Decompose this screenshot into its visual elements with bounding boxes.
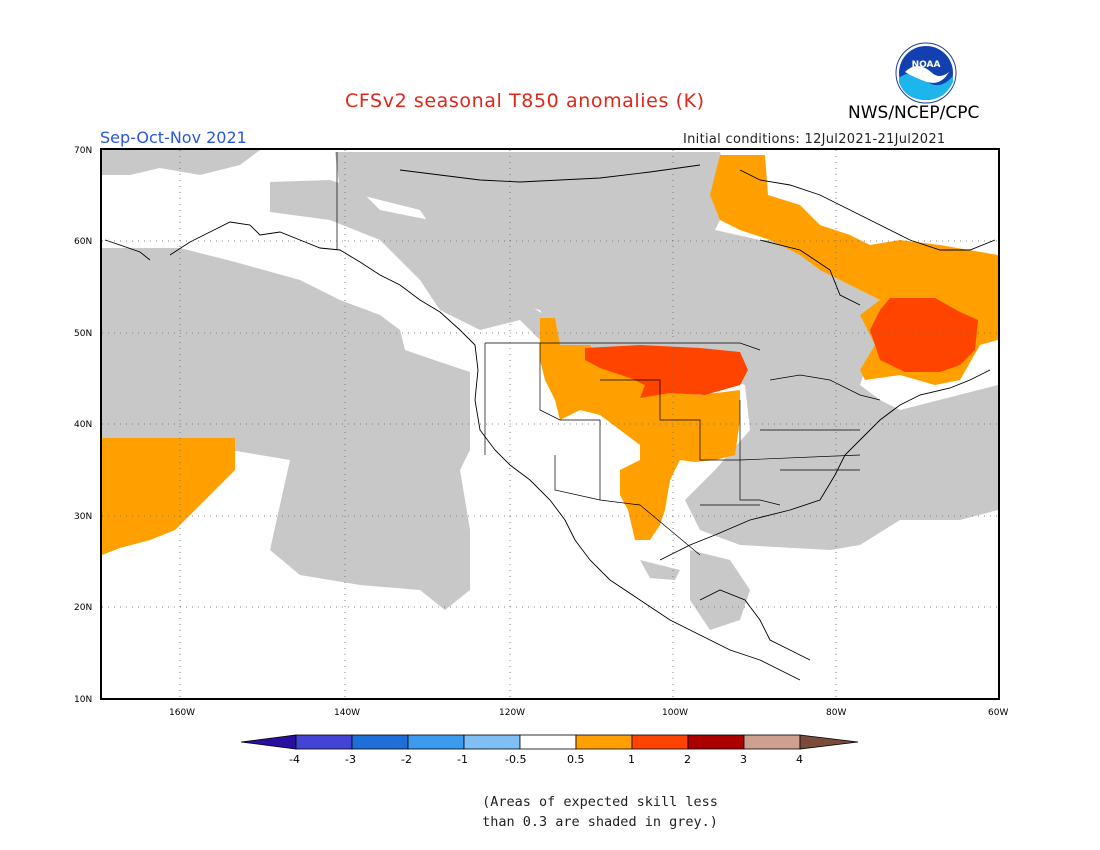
colorbar-cell	[463, 734, 521, 750]
colorbar-cell	[743, 734, 801, 750]
colorbar-cell	[631, 734, 689, 750]
lon-label: 80W	[826, 708, 846, 718]
lat-label: 10N	[74, 695, 92, 705]
colorbar-tick-label: 3	[740, 753, 747, 766]
skill-note: (Areas of expected skill less than 0.3 a…	[470, 792, 730, 832]
colorbar-cell	[575, 734, 633, 750]
agency-name: NWS/NCEP/CPC	[848, 103, 980, 123]
page-title: CFSv2 seasonal T850 anomalies (K)	[345, 90, 705, 112]
colorbar	[240, 734, 859, 750]
colorbar-tick-labels: -4 -3 -2 -1 -0.5 0.5 1 2 3 4	[289, 753, 803, 766]
anomaly-1-to-2-areas	[585, 298, 978, 398]
lon-label: 120W	[499, 708, 525, 718]
colorbar-tick-label: -0.5	[505, 753, 526, 766]
forecast-period: Sep-Oct-Nov 2021	[100, 128, 247, 147]
lat-label: 30N	[74, 512, 92, 522]
skill-note-line-1: (Areas of expected skill less	[482, 794, 718, 810]
latitude-labels: 70N 60N 50N 40N 30N 20N 10N	[74, 146, 92, 705]
noaa-logo-icon: NOAA	[895, 42, 957, 104]
lat-label: 50N	[74, 329, 92, 339]
lon-label: 100W	[662, 708, 688, 718]
lon-label: 160W	[169, 708, 195, 718]
colorbar-cell	[687, 734, 745, 750]
colorbar-arrow-low	[240, 734, 297, 750]
colorbar-tick-label: 2	[684, 753, 691, 766]
colorbar-cell	[407, 734, 465, 750]
graticule	[102, 150, 998, 698]
lat-label: 70N	[74, 146, 92, 156]
political-borders	[336, 152, 881, 556]
colorbar-tick-label: -3	[345, 753, 356, 766]
colorbar-tick-label: -2	[401, 753, 412, 766]
logo-text: NOAA	[912, 60, 941, 70]
colorbar-tick-label: 0.5	[567, 753, 585, 766]
map-frame	[100, 148, 1000, 700]
colorbar-tick-label: -4	[289, 753, 300, 766]
low-skill-grey-areas	[100, 150, 998, 630]
initial-conditions: Initial conditions: 12Jul2021-21Jul2021	[683, 132, 946, 147]
colorbar-cell	[295, 734, 353, 750]
longitude-labels: 160W 140W 120W 100W 80W 60W	[169, 708, 1008, 718]
colorbar-cell	[351, 734, 409, 750]
coastlines	[104, 164, 996, 681]
lon-label: 140W	[334, 708, 360, 718]
lat-label: 40N	[74, 420, 92, 430]
colorbar-cell	[519, 734, 577, 750]
colorbar-tick-label: 1	[628, 753, 635, 766]
colorbar-tick-label: 4	[796, 753, 803, 766]
colorbar-arrow-high	[799, 734, 859, 750]
skill-note-line-2: than 0.3 are shaded in grey.)	[482, 814, 718, 830]
lat-label: 20N	[74, 603, 92, 613]
lat-label: 60N	[74, 237, 92, 247]
colorbar-tick-label: -1	[457, 753, 468, 766]
lon-label: 60W	[988, 708, 1008, 718]
